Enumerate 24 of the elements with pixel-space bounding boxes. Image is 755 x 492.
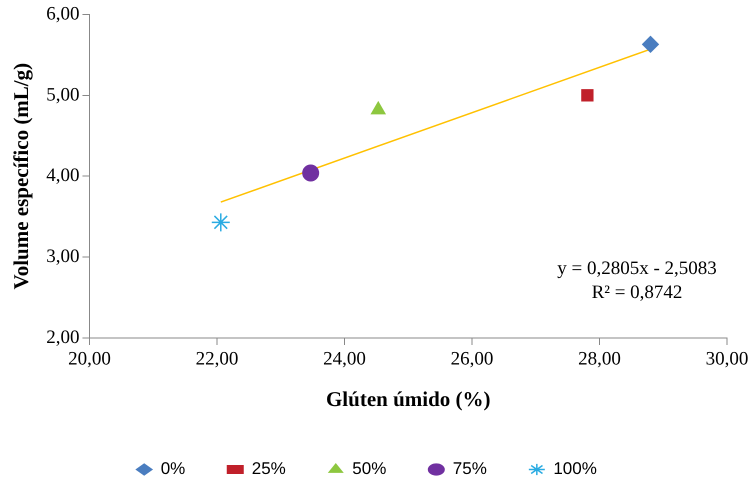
point bbox=[642, 36, 659, 53]
annotation: y = 0,2805x - 2,5083 bbox=[557, 258, 717, 279]
x-tick-label: 24,00 bbox=[323, 348, 366, 370]
point bbox=[211, 212, 231, 232]
legend-label: 100% bbox=[553, 459, 597, 478]
y-tick-label: 5,00 bbox=[46, 84, 80, 106]
y-axis-title: Volume específico (mL/g) bbox=[9, 62, 34, 290]
x-tick-label: 22,00 bbox=[196, 348, 238, 370]
x-axis-title: Glúten úmido (%) bbox=[326, 386, 490, 411]
y-tick-label: 4,00 bbox=[46, 165, 80, 186]
y-tick-label: 6,00 bbox=[46, 3, 80, 24]
legend-label: 50% bbox=[352, 459, 386, 478]
annotation: R² = 0,8742 bbox=[592, 282, 682, 303]
x-tick-label: 26,00 bbox=[450, 348, 494, 370]
point bbox=[302, 164, 320, 182]
x-tick-label: 28,00 bbox=[578, 348, 621, 370]
point bbox=[581, 89, 594, 102]
x-tick-label: 20,00 bbox=[68, 348, 111, 370]
y-tick-label: 2,00 bbox=[46, 326, 80, 348]
legend-label: 75% bbox=[452, 459, 487, 478]
legend-label: 0% bbox=[160, 459, 186, 478]
y-tick-label: 3,00 bbox=[46, 246, 80, 268]
x-tick-label: 30,00 bbox=[706, 348, 748, 370]
legend-label: 25% bbox=[252, 459, 286, 478]
